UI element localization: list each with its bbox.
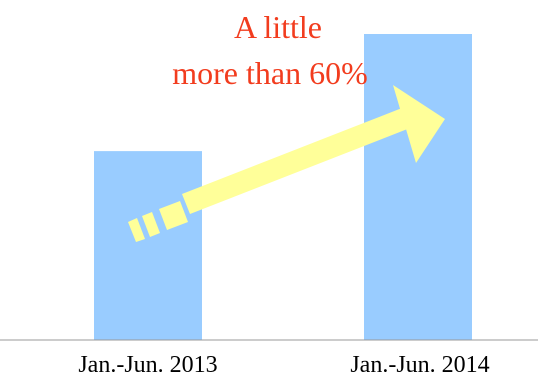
- growth-annotation: A little more than 60%: [172, 9, 368, 91]
- x-axis-ticks: Jan.-Jun. 2013 Jan.-Jun. 2014: [78, 352, 489, 378]
- bar: [94, 151, 202, 340]
- annotation-line: A little: [234, 9, 322, 45]
- bar: [364, 34, 472, 340]
- x-tick-label: Jan.-Jun. 2014: [350, 352, 489, 378]
- annotation-line: more than 60%: [172, 55, 368, 91]
- x-tick-label: Jan.-Jun. 2013: [78, 352, 217, 378]
